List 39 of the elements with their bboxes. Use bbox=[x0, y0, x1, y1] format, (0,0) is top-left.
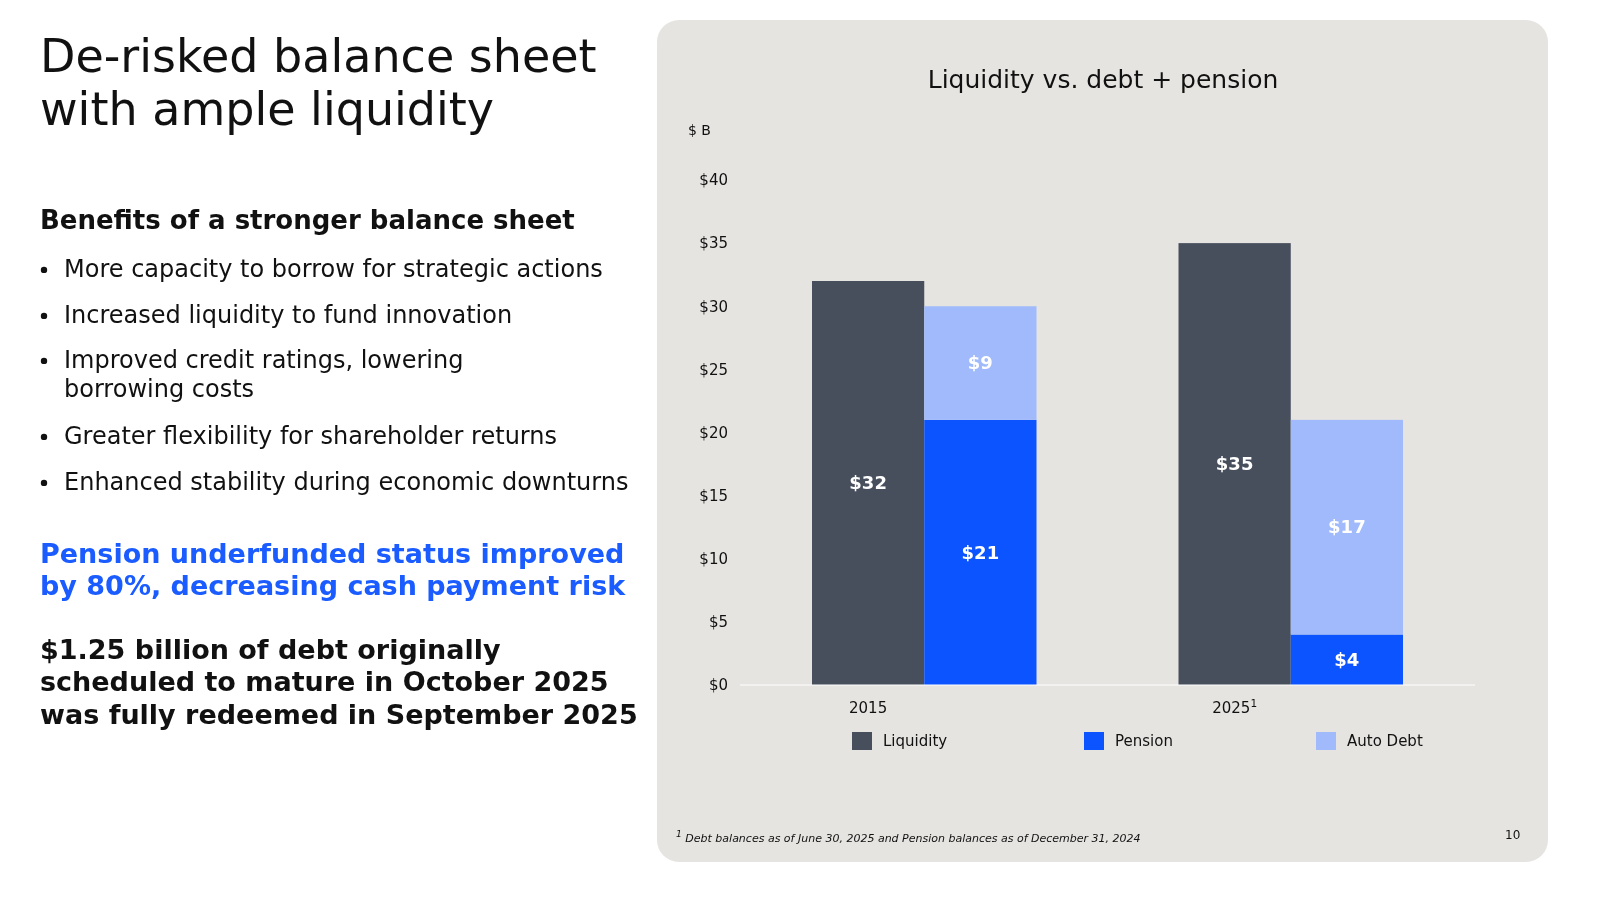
x-tick-label: 2025$^{1}$ bbox=[1212, 697, 1258, 717]
data-label: $21 bbox=[961, 541, 1000, 563]
x-tick-label: 2015 bbox=[849, 699, 888, 717]
y-tick-label: $5 bbox=[708, 613, 728, 632]
data-label: $4 bbox=[1334, 649, 1360, 671]
y-tick-label: $25 bbox=[699, 360, 728, 379]
chart-title: Liquidity vs. debt + pension bbox=[927, 65, 1279, 94]
legend-label: Auto Debt bbox=[1347, 732, 1423, 751]
text: $^{1}$ Debt balances as of June 30, 2025 and Pension balances as of December 31, 2024 bbox=[676, 828, 1142, 845]
bar bbox=[812, 281, 925, 685]
bar bbox=[924, 306, 1037, 420]
legend-label: Pension bbox=[1115, 732, 1173, 751]
text: Benefits of a stronger balance sheet bbox=[40, 205, 576, 237]
y-axis-title: $ B bbox=[688, 122, 711, 138]
data-label: $17 bbox=[1328, 516, 1366, 538]
data-label: $35 bbox=[1215, 453, 1254, 475]
bar bbox=[1290, 634, 1403, 685]
y-tick-label: $10 bbox=[699, 550, 728, 568]
text: More capacity to borrow for strategic actions bbox=[64, 255, 604, 284]
bar bbox=[1290, 419, 1403, 635]
y-tick-label: $30 bbox=[699, 297, 728, 316]
legend-label: Liquidity bbox=[883, 732, 948, 751]
data-label: $32 bbox=[849, 472, 887, 494]
text: Improved credit ratings, lowering borrowing costs bbox=[64, 346, 465, 404]
text: Greater flexibility for shareholder returns bbox=[64, 422, 558, 451]
text: De-risked balance sheet with ample liquidity bbox=[40, 29, 598, 136]
bar bbox=[1178, 243, 1291, 685]
text: $1.25 billion of debt originally scheduled to mature in October 2025 was fully redeemed in September 2025 bbox=[40, 634, 639, 732]
text: Pension underfunded status improved by 80%, decreasing cash payment risk bbox=[40, 538, 627, 603]
y-tick-label: $15 bbox=[699, 486, 728, 505]
text: Enhanced stability during economic downturns bbox=[64, 468, 630, 497]
text: Increased liquidity to fund innovation bbox=[64, 301, 514, 330]
y-tick-label: $20 bbox=[699, 423, 728, 442]
y-tick-label: $40 bbox=[699, 171, 728, 190]
bar bbox=[924, 419, 1037, 685]
text: 10 bbox=[1505, 828, 1522, 843]
y-tick-label: $0 bbox=[708, 676, 728, 695]
data-label: $9 bbox=[967, 352, 993, 374]
y-tick-label: $35 bbox=[699, 234, 728, 253]
